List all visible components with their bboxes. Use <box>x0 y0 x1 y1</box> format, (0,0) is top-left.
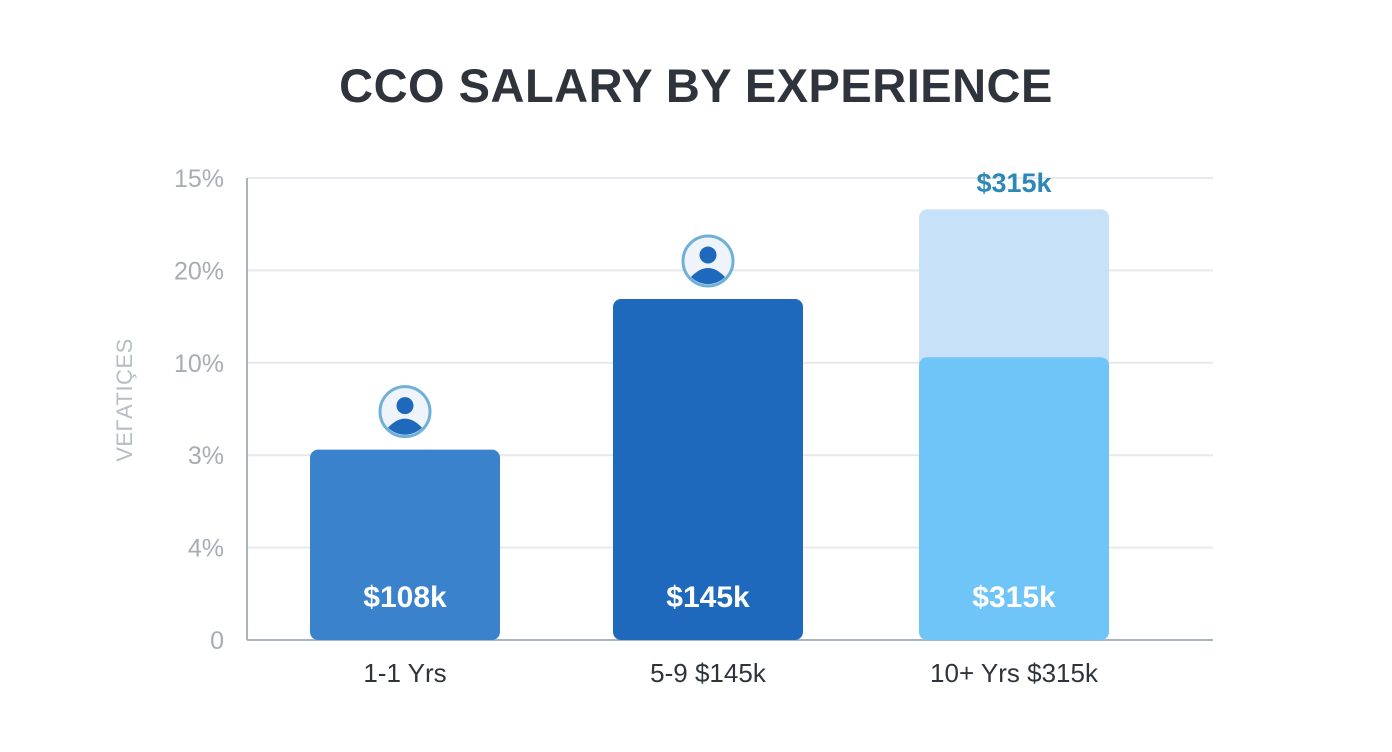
bar <box>310 449 500 640</box>
bar-value-label: $145k <box>666 581 750 614</box>
person-icon-body <box>691 268 725 285</box>
y-tick-label: 0 <box>210 627 224 655</box>
y-tick-label: 4% <box>188 535 224 563</box>
bar-value-label: $108k <box>363 581 447 614</box>
person-icon-head <box>396 397 414 415</box>
bar-top-label: $315k <box>976 168 1052 198</box>
x-category-label: 10+ Yrs $315k <box>930 658 1099 688</box>
y-tick-label: 15% <box>174 165 224 193</box>
bar-value-label: $315k <box>972 581 1056 614</box>
bar <box>919 357 1109 640</box>
y-tick-label: 20% <box>174 257 224 285</box>
x-category-label: 1-1 Yrs <box>363 658 446 688</box>
y-tick-label: 10% <box>174 350 224 378</box>
person-icon-head <box>699 246 717 264</box>
bar <box>613 299 803 640</box>
person-icon-body <box>388 418 422 435</box>
x-category-label: 5-9 $145k <box>650 658 767 688</box>
y-tick-label: 3% <box>188 442 224 470</box>
chart-title: CCO SALARY BY EXPERIENCE <box>339 59 1053 112</box>
